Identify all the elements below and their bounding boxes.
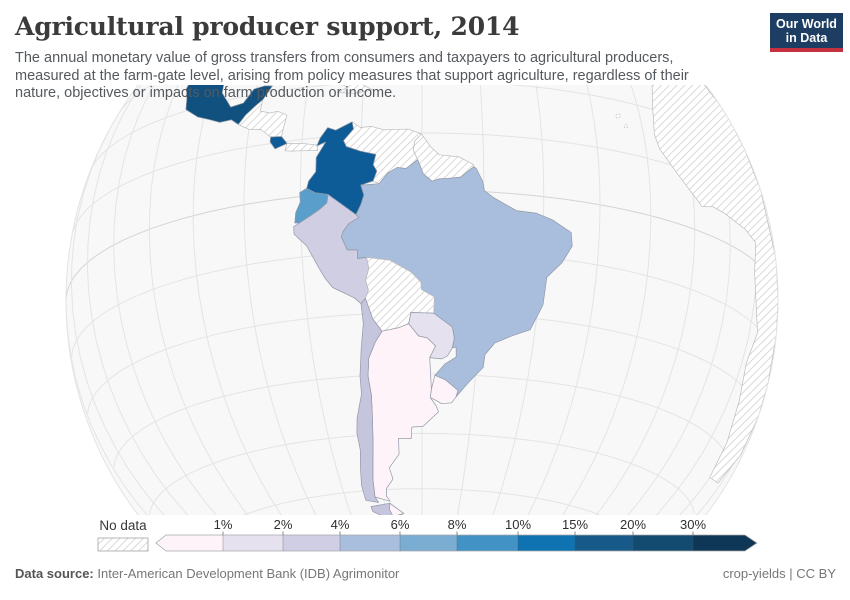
legend-no-data-swatch[interactable] xyxy=(97,537,149,552)
island-cape-verde-2 xyxy=(623,124,629,129)
country-panama[interactable] xyxy=(284,142,319,152)
data-source-label: Data source: xyxy=(15,566,94,581)
legend-tick-label: 8% xyxy=(448,517,467,532)
legend-bin-3[interactable] xyxy=(340,535,400,551)
island-cape-verde-1 xyxy=(615,113,621,119)
owid-logo-line2: in Data xyxy=(785,31,828,45)
legend-outline xyxy=(155,534,758,552)
legend-tick-label: 1% xyxy=(214,517,233,532)
data-source-line: Data source: Inter-American Development … xyxy=(15,566,399,581)
country-tierra-del-fuego-argentina[interactable] xyxy=(389,502,405,515)
legend-no-data-label: No data xyxy=(99,518,147,533)
legend-bin-2[interactable] xyxy=(283,535,340,551)
page-title: Agricultural producer support, 2014 xyxy=(15,12,520,41)
legend-tick-label: 30% xyxy=(680,517,706,532)
legend-bin-1[interactable] xyxy=(223,535,283,551)
legend-bin-5[interactable] xyxy=(457,535,518,551)
license-note[interactable]: crop-yields | CC BY xyxy=(722,566,836,581)
country-brazil[interactable] xyxy=(341,159,573,398)
legend-tick-label: 15% xyxy=(562,517,588,532)
owid-logo-red-bar xyxy=(770,48,843,52)
country-central-america[interactable] xyxy=(238,99,288,138)
country-chile[interactable] xyxy=(356,298,383,503)
legend-tick-label: 4% xyxy=(331,517,350,532)
legend-bin-8[interactable] xyxy=(633,535,693,551)
country-uruguay[interactable] xyxy=(429,374,459,405)
country-hispaniola[interactable] xyxy=(337,85,374,94)
data-source-link[interactable]: Inter-American Development Bank (IDB) Ag… xyxy=(97,566,400,581)
owid-logo-line1: Our World xyxy=(776,17,837,31)
legend-bin-9[interactable] xyxy=(693,535,757,551)
country-costa-rica[interactable] xyxy=(269,136,288,150)
legend-bin-4[interactable] xyxy=(400,535,457,551)
map-legend[interactable]: No data 1% 2% 4% 6% 8% 10% 15% 20% 30% xyxy=(0,510,850,564)
legend-tick-label: 10% xyxy=(505,517,531,532)
owid-logo: Our World in Data xyxy=(770,13,843,52)
legend-bin-6[interactable] xyxy=(518,535,575,551)
legend-tick-label: 2% xyxy=(274,517,293,532)
legend-bin-7[interactable] xyxy=(575,535,633,551)
legend-tick-label: 20% xyxy=(620,517,646,532)
legend-tick-label: 6% xyxy=(391,517,410,532)
legend-bin-0[interactable] xyxy=(156,535,223,551)
owid-logo-box: Our World in Data xyxy=(770,13,843,48)
choropleth-map[interactable] xyxy=(0,85,850,515)
